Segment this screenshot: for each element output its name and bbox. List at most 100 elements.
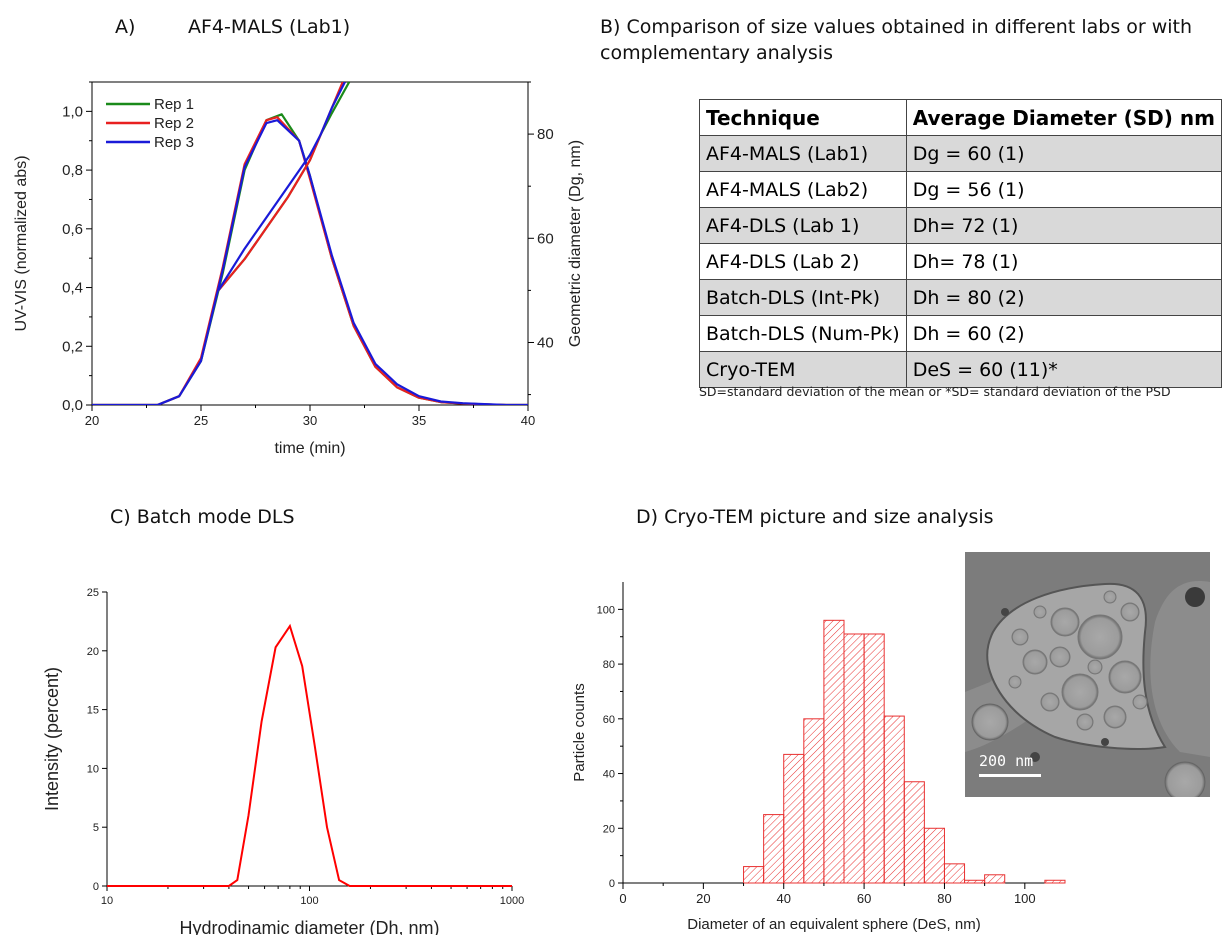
series-line-3 (92, 119, 528, 405)
table-row: AF4-MALS (Lab2) Dg = 56 (1) (699, 171, 1222, 208)
table-cell: AF4-MALS (Lab1) (699, 135, 907, 172)
y-tick-label: 20 (87, 646, 99, 658)
y-axis-label: UV-VIS (normalized abs) (13, 155, 30, 331)
y2-axis-label: Geometric diameter (Dg, nm) (567, 140, 584, 347)
y-tick-label: 20 (603, 823, 615, 835)
x-axis-label: Hydrodinamic diameter (Dh, nm) (179, 918, 439, 935)
histogram-bar (964, 879, 986, 884)
y-tick-label: 100 (597, 604, 615, 616)
table-cell: Batch-DLS (Int-Pk) (699, 279, 907, 316)
y-tick-label: 0,8 (62, 162, 83, 179)
chart-d-histogram: 0 20 40 60 80 100 0 20 40 60 80 100 Diameter of an e… (571, 582, 1066, 933)
table-cell: Cryo-TEM (699, 351, 907, 388)
x-axis-label: time (min) (274, 440, 345, 457)
y-tick-label: 0,0 (62, 397, 83, 414)
table-cell: Dh= 78 (1) (905, 243, 1222, 280)
table-footnote: SD=standard deviation of the mean or *SD… (699, 384, 1171, 399)
legend-label: Rep 3 (154, 134, 194, 151)
histogram-bar (863, 633, 885, 884)
x-tick-label: 1000 (500, 895, 524, 907)
table-cell: Dh = 80 (2) (905, 279, 1222, 316)
legend-label: Rep 2 (154, 115, 194, 132)
y-tick-label: 15 (87, 705, 99, 717)
table-cell: Dg = 60 (1) (905, 135, 1222, 172)
x-tick-label: 35 (412, 413, 426, 428)
y-tick-label: 0,4 (62, 280, 83, 297)
histogram-bar (803, 718, 825, 884)
table-row: AF4-DLS (Lab 1) Dh= 72 (1) (699, 207, 1222, 244)
table-row: AF4-MALS (Lab1) Dg = 60 (1) (699, 135, 1222, 172)
table-header-technique: Technique (699, 99, 907, 136)
table-cell: AF4-DLS (Lab 2) (699, 243, 907, 280)
y-tick-label: 0,6 (62, 221, 83, 238)
y-tick-label: 40 (603, 769, 615, 781)
y2-tick-label: 40 (537, 334, 554, 351)
y-tick-label: 10 (87, 763, 99, 775)
x-tick-label: 0 (619, 891, 626, 906)
table-cell: Dh = 60 (2) (905, 315, 1222, 352)
y-tick-label: 5 (93, 822, 99, 834)
table-cell: AF4-MALS (Lab2) (699, 171, 907, 208)
histogram-bar (984, 874, 1006, 884)
panel-a-title: AF4-MALS (Lab1) (188, 16, 351, 38)
dls-intensity-line (107, 623, 512, 887)
x-tick-label: 40 (521, 413, 535, 428)
panel-b-title-line1: B) Comparison of size values obtained in… (600, 16, 1193, 38)
histogram-bar (923, 827, 945, 884)
scale-bar (979, 774, 1041, 777)
x-tick-label: 25 (194, 413, 208, 428)
cryo-tem-image: 200 nm (965, 552, 1210, 797)
x-tick-label: 20 (696, 891, 710, 906)
chart-c-batch-dls: 10 100 1000 0 5 10 15 20 25 Hydrodinamic diameter… (42, 587, 524, 935)
y-tick-label: 60 (603, 714, 615, 726)
diameter-line-3 (217, 82, 346, 291)
x-tick-label: 30 (303, 413, 317, 428)
histogram-bar (943, 863, 966, 884)
table-cell: Batch-DLS (Num-Pk) (699, 315, 907, 352)
table-cell: AF4-DLS (Lab 1) (699, 207, 907, 244)
chart-a-af4-mals: 20 25 30 35 40 0,0 0,2 0,4 0,6 0,8 1,0 40 60 80 time (… (13, 81, 584, 457)
table-row: Batch-DLS (Int-Pk) Dh = 80 (2) (699, 279, 1222, 316)
table-row: Cryo-TEM DeS = 60 (11)* (699, 351, 1222, 388)
panel-b-title-line2: complementary analysis (600, 42, 833, 64)
y-tick-label: 25 (87, 587, 99, 599)
x-tick-label: 10 (101, 895, 113, 907)
x-tick-label: 60 (857, 891, 871, 906)
panel-a-letter: A) (115, 16, 136, 38)
panel-c-title: C) Batch mode DLS (110, 506, 295, 528)
y2-tick-label: 80 (537, 126, 554, 143)
x-tick-label: 40 (776, 891, 790, 906)
table-cell: DeS = 60 (11)* (905, 351, 1222, 388)
y-axis-label: Particle counts (571, 683, 588, 781)
y-tick-label: 80 (603, 659, 615, 671)
y-tick-label: 1,0 (62, 103, 83, 120)
histogram-bar (743, 866, 765, 884)
cryo-tem-micrograph (965, 552, 1210, 797)
x-tick-label: 80 (937, 891, 951, 906)
y-tick-label: 0 (93, 881, 99, 893)
panel-d-title: D) Cryo-TEM picture and size analysis (636, 506, 994, 528)
x-tick-label: 100 (1014, 891, 1036, 906)
y-tick-label: 0,2 (62, 338, 83, 355)
x-axis-label: Diameter of an equivalent sphere (DeS, n… (687, 916, 980, 933)
y-tick-label: 0 (609, 878, 615, 890)
table-header-diameter: Average Diameter (SD) nm (905, 99, 1222, 136)
histogram-bar (1044, 879, 1066, 884)
histogram-bar (823, 619, 845, 884)
legend-label: Rep 1 (154, 96, 194, 113)
table-row: AF4-DLS (Lab 2) Dh= 78 (1) (699, 243, 1222, 280)
y2-tick-label: 60 (537, 230, 554, 247)
histogram-bar (883, 715, 905, 884)
x-tick-label: 20 (85, 413, 99, 428)
table-cell: Dg = 56 (1) (905, 171, 1222, 208)
histogram-bar (763, 814, 785, 884)
scale-bar-label: 200 nm (979, 752, 1034, 770)
technique-table: Technique Average Diameter (SD) nm AF4-M… (699, 99, 1222, 388)
y-axis-label: Intensity (percent) (42, 667, 62, 811)
table-cell: Dh= 72 (1) (905, 207, 1222, 244)
histogram-bar (903, 781, 925, 884)
table-row: Batch-DLS (Num-Pk) Dh = 60 (2) (699, 315, 1222, 352)
histogram-bar (783, 753, 805, 884)
x-tick-label: 100 (300, 895, 318, 907)
histogram-bar (843, 633, 865, 884)
